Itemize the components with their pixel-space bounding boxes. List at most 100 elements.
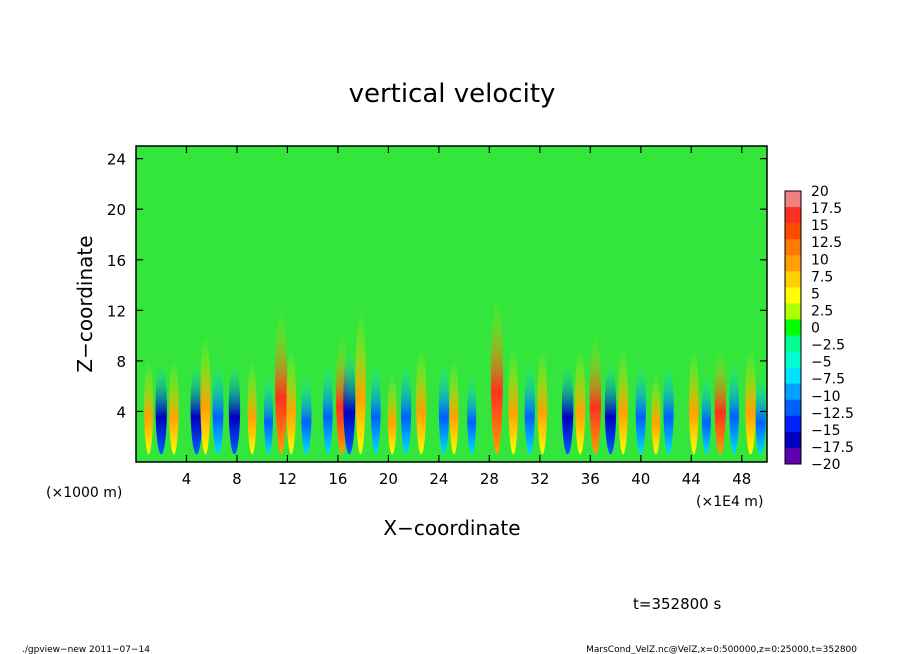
x-tick-label: 24 [429,470,448,488]
y-axis: 4 8 12 16 20 24 [107,151,767,421]
plume-downdraft [155,360,167,455]
plume-downdraft [228,360,241,455]
colorbar-swatch [785,431,801,449]
colorbar-swatch [785,255,801,272]
colorbar-label: −5 [811,355,832,371]
footer-left: ./gpview−new 2011−07−14 [22,645,150,654]
colorbar-label: −7.5 [811,372,845,388]
y-tick-label: 20 [107,201,126,219]
colorbar-swatch [785,367,801,385]
colorbar-label: 20 [811,184,829,200]
y-tick-label: 16 [107,252,126,270]
x-tick-label: 20 [379,470,398,488]
plume-updraft [689,348,699,455]
colorbar-label: 15 [811,218,829,234]
colorbar-swatch [785,207,801,224]
y-axis-label: Z−coordinate [73,235,97,372]
heatmap-cells [144,297,766,455]
plume-downdraft [729,360,739,455]
x-tick-label: 8 [232,470,242,488]
plot-frame [135,145,768,463]
plume-updraft [355,310,366,455]
colorbar-swatch [785,383,801,401]
x-tick-label: 32 [530,470,549,488]
plume-downdraft [438,360,450,455]
colorbar-label: 2.5 [811,303,833,319]
plume-downdraft [663,360,674,455]
time-label: t=352800 s [633,595,721,613]
x-tick-label: 48 [732,470,751,488]
plume-updraft [416,348,427,455]
plume-downdraft [323,360,333,455]
colorbar-swatch [785,351,801,369]
x-axis-label: X−coordinate [383,516,520,540]
plume-updraft [449,360,459,455]
colorbar-swatch [785,335,801,353]
colorbar-swatch [785,399,801,417]
plume-downdraft [400,360,412,455]
chart-title: vertical velocity [349,79,556,109]
plume-updraft [618,348,628,455]
plume-updraft [200,335,211,455]
plume-downdraft [190,360,203,455]
colorbar-swatch [785,287,801,304]
x-axis-unit-left: (×1000 m) [46,485,122,501]
x-tick-label: 28 [480,470,499,488]
colorbar-swatch [785,447,801,465]
plume-downdraft [524,360,535,455]
plume-updraft [286,348,297,455]
y-tick-label: 4 [116,403,126,421]
colorbar-swatch [785,191,801,208]
colorbar-label: −17.5 [811,440,854,456]
plume-downdraft [212,360,224,455]
plume-downdraft [264,373,274,455]
colorbar-label: 5 [811,286,820,302]
plume-updraft [575,348,586,455]
plume-updraft [651,373,661,455]
plume-updraft [275,310,288,455]
colorbar-swatch [785,415,801,433]
colorbar-label: 7.5 [811,269,833,285]
plume-updraft [169,360,179,455]
plume-downdraft [701,373,711,455]
plume-updraft [714,348,727,455]
colorbar-swatch [785,271,801,288]
colorbar-swatch [785,239,801,256]
x-axis-unit-right: (×1E4 m) [696,494,763,510]
plume-updraft [247,360,257,455]
colorbar-frame [784,190,802,465]
plume-downdraft [467,373,477,455]
colorbar-label: −10 [811,389,841,405]
x-tick-label: 12 [278,470,297,488]
y-tick-label: 24 [107,151,126,169]
x-tick-label: 40 [631,470,650,488]
plume-downdraft [561,360,574,455]
heatmap-plot [135,145,768,463]
x-tick-label: 36 [581,470,600,488]
plume-updraft [745,348,756,455]
plume-updraft [589,335,602,455]
plume-downdraft [635,360,646,455]
x-tick-label: 44 [682,470,701,488]
plume-downdraft [301,373,312,455]
plume-updraft [537,348,548,455]
plume-updraft [508,348,519,455]
colorbar-label: 17.5 [811,201,842,217]
colorbar-label: −2.5 [811,338,845,354]
colorbar-swatch [785,223,801,240]
colorbar-swatch [785,319,801,337]
plume-downdraft [370,360,381,455]
plume-updraft [490,297,503,455]
plume-updraft [144,360,154,455]
colorbar-label: −15 [811,423,841,439]
plume-updraft [387,373,397,455]
plume-downdraft [343,348,356,455]
plume-downdraft [604,360,617,455]
y-tick-label: 12 [107,302,126,320]
x-axis: 4 8 12 16 20 24 28 32 36 40 44 48 [182,146,751,488]
colorbar-label: 10 [811,252,829,268]
colorbar-swatch [785,303,801,320]
y-tick-label: 8 [116,353,126,371]
